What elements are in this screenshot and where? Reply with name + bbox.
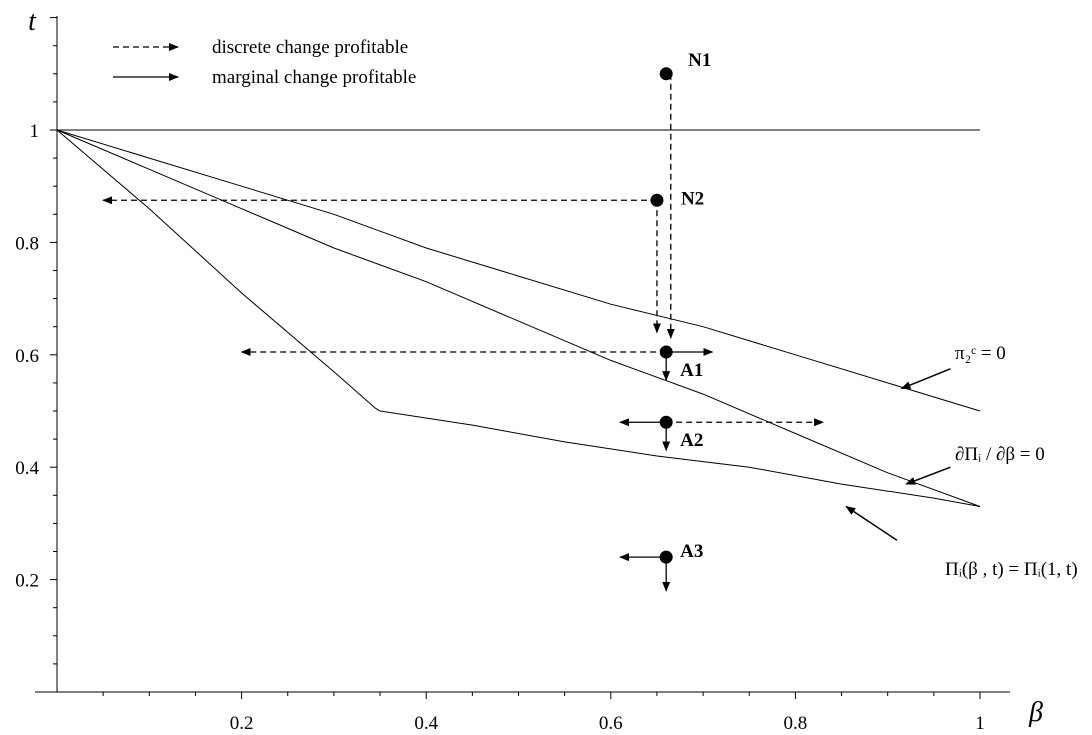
point-label-a2: A2 — [680, 430, 703, 451]
point-a2 — [659, 415, 673, 429]
curve-label-dPi: ∂Πᵢ / ∂β = 0 — [955, 444, 1045, 465]
axes-layer: 0.2 0.4 0.6 0.8 1 0.2 0.4 0.6 0.8 1 t β — [15, 6, 1043, 734]
legend-label: marginal change profitable — [212, 67, 416, 88]
curve-label-arrow — [900, 368, 951, 390]
curves-layer — [56, 129, 981, 507]
y-tick-label: 1 — [30, 121, 40, 142]
y-tick-label: 0.6 — [15, 346, 39, 367]
point-label-n2: N2 — [681, 188, 704, 209]
y-tick-label: 0.2 — [15, 571, 39, 592]
curve-label-arrow — [905, 466, 951, 485]
curve-line-1 — [56, 129, 981, 412]
point-n2 — [650, 193, 664, 207]
x-tick-label: 0.6 — [599, 713, 623, 734]
labels-layer: N1 N2 A1 A2 A3 π₂ᶜ = 0 ∂Πᵢ / ∂β = 0 Πᵢ(β , t) =… — [680, 50, 1077, 580]
curve-line-3 — [56, 129, 981, 507]
y-axis-title: t — [28, 6, 37, 37]
curve-label-Pi: Πᵢ(β , t) = Πᵢ(1, t) — [945, 559, 1078, 580]
curve-line-2 — [56, 129, 981, 507]
curve-label-arrow — [845, 505, 898, 541]
x-tick-label: 0.8 — [784, 713, 808, 734]
legend-label: discrete change profitable — [212, 37, 408, 58]
point-label-n1: N1 — [688, 50, 711, 71]
point-a1 — [659, 345, 673, 359]
x-axis-title: β — [1028, 697, 1043, 728]
x-tick-label: 0.4 — [414, 713, 438, 734]
point-label-a3: A3 — [680, 541, 703, 562]
points-layer — [650, 67, 673, 564]
point-n1 — [659, 67, 673, 81]
x-tick-label: 1 — [975, 713, 985, 734]
curve-label-pi2: π₂ᶜ = 0 — [955, 343, 1006, 364]
point-label-a1: A1 — [680, 360, 703, 381]
x-tick-label: 0.2 — [230, 713, 254, 734]
legend-layer: discrete change profitable marginal chang… — [113, 37, 416, 88]
y-tick-label: 0.4 — [15, 458, 39, 479]
point-a3 — [659, 550, 673, 564]
y-tick-label: 0.8 — [15, 233, 39, 254]
arrows-layer — [102, 73, 825, 592]
